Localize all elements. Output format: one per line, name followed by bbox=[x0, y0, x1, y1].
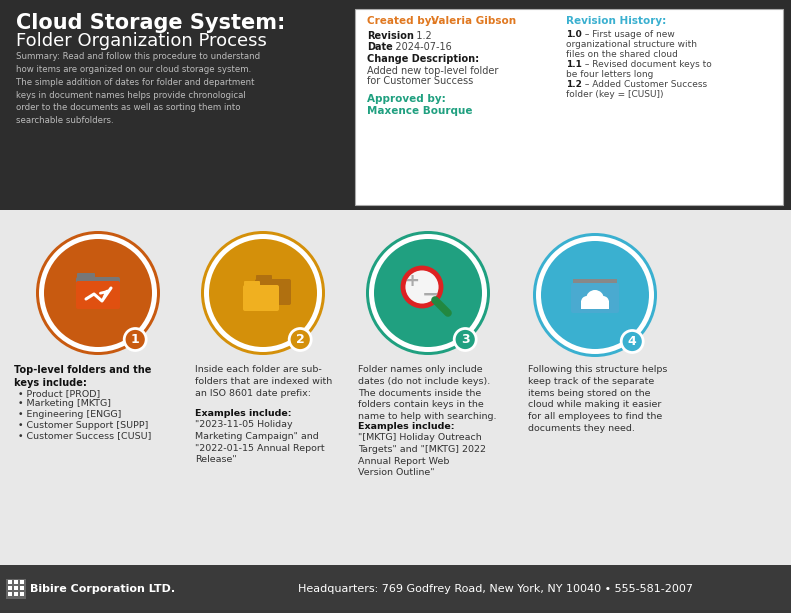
Circle shape bbox=[533, 233, 657, 357]
Text: organizational structure with: organizational structure with bbox=[566, 40, 697, 49]
Circle shape bbox=[209, 239, 317, 347]
FancyBboxPatch shape bbox=[76, 277, 120, 303]
Text: Cloud Storage System:: Cloud Storage System: bbox=[16, 13, 286, 33]
Text: 2: 2 bbox=[296, 333, 305, 346]
Text: • Engineering [ENGG]: • Engineering [ENGG] bbox=[18, 410, 121, 419]
Text: Valeria Gibson: Valeria Gibson bbox=[431, 16, 516, 26]
Circle shape bbox=[536, 236, 654, 354]
Circle shape bbox=[36, 231, 160, 355]
Circle shape bbox=[581, 296, 593, 308]
Circle shape bbox=[124, 329, 146, 351]
Text: – Added Customer Success: – Added Customer Success bbox=[582, 80, 707, 89]
Text: Change Description:: Change Description: bbox=[367, 54, 479, 64]
Text: be four letters long: be four letters long bbox=[566, 70, 653, 79]
FancyBboxPatch shape bbox=[0, 0, 791, 210]
Text: Revision History:: Revision History: bbox=[566, 16, 666, 26]
FancyBboxPatch shape bbox=[571, 283, 619, 313]
Circle shape bbox=[586, 290, 604, 308]
FancyBboxPatch shape bbox=[14, 592, 18, 596]
Text: Bibire Corporation LTD.: Bibire Corporation LTD. bbox=[30, 584, 175, 594]
Text: 1: 1 bbox=[131, 333, 139, 346]
Text: Date: Date bbox=[367, 42, 393, 52]
Circle shape bbox=[201, 231, 325, 355]
Text: • Product [PROD]: • Product [PROD] bbox=[18, 389, 100, 398]
Text: – Revised document keys to: – Revised document keys to bbox=[582, 60, 712, 69]
Text: Maxence Bourque: Maxence Bourque bbox=[367, 106, 472, 116]
Text: Added new top-level folder: Added new top-level folder bbox=[367, 66, 498, 76]
Circle shape bbox=[366, 231, 490, 355]
Text: : 1.2: : 1.2 bbox=[410, 31, 432, 41]
Text: Summary: Read and follow this procedure to understand
how items are organized on: Summary: Read and follow this procedure … bbox=[16, 52, 260, 125]
FancyBboxPatch shape bbox=[8, 592, 12, 596]
Text: Folder names only include
dates (do not include keys).
The documents inside the
: Folder names only include dates (do not … bbox=[358, 365, 497, 421]
Text: for Customer Success: for Customer Success bbox=[367, 76, 473, 86]
Text: 3: 3 bbox=[461, 333, 470, 346]
Text: : 2024-07-16: : 2024-07-16 bbox=[389, 42, 452, 52]
Text: "[MKTG] Holiday Outreach
Targets" and "[MKTG] 2022
Annual Report Web
Version Out: "[MKTG] Holiday Outreach Targets" and "[… bbox=[358, 433, 486, 478]
Text: 1.2: 1.2 bbox=[566, 80, 582, 89]
FancyBboxPatch shape bbox=[581, 301, 609, 309]
FancyBboxPatch shape bbox=[255, 279, 291, 305]
Text: Headquarters: 769 Godfrey Road, New York, NY 10040 • 555-581-2007: Headquarters: 769 Godfrey Road, New York… bbox=[298, 584, 694, 594]
Circle shape bbox=[290, 329, 311, 351]
Text: – First usage of new: – First usage of new bbox=[582, 30, 675, 39]
Text: +: + bbox=[404, 272, 419, 290]
Circle shape bbox=[541, 241, 649, 349]
Circle shape bbox=[369, 234, 487, 352]
Circle shape bbox=[374, 239, 482, 347]
Text: Inside each folder are sub-
folders that are indexed with
an ISO 8601 date prefi: Inside each folder are sub- folders that… bbox=[195, 365, 332, 398]
Text: Revision: Revision bbox=[367, 31, 414, 41]
FancyBboxPatch shape bbox=[243, 285, 279, 311]
FancyBboxPatch shape bbox=[8, 586, 12, 590]
FancyBboxPatch shape bbox=[355, 9, 783, 205]
Text: Examples include:: Examples include: bbox=[358, 422, 455, 431]
Text: 1.1: 1.1 bbox=[566, 60, 582, 69]
Text: Folder Organization Process: Folder Organization Process bbox=[16, 32, 267, 50]
Circle shape bbox=[204, 234, 322, 352]
Text: "2023-11-05 Holiday
Marketing Campaign" and
"2022-01-15 Annual Report
Release": "2023-11-05 Holiday Marketing Campaign" … bbox=[195, 420, 324, 465]
Text: Created by:: Created by: bbox=[367, 16, 439, 26]
FancyBboxPatch shape bbox=[0, 210, 791, 565]
FancyBboxPatch shape bbox=[76, 281, 120, 309]
Circle shape bbox=[44, 239, 152, 347]
Text: 1.0: 1.0 bbox=[566, 30, 581, 39]
FancyBboxPatch shape bbox=[8, 580, 12, 584]
Circle shape bbox=[597, 296, 609, 308]
FancyBboxPatch shape bbox=[20, 580, 24, 584]
Text: • Customer Success [CUSU]: • Customer Success [CUSU] bbox=[18, 431, 151, 440]
FancyBboxPatch shape bbox=[256, 275, 272, 282]
Text: • Marketing [MKTG]: • Marketing [MKTG] bbox=[18, 400, 111, 408]
Text: Approved by:: Approved by: bbox=[367, 94, 446, 104]
Text: −: − bbox=[422, 285, 440, 305]
Text: files on the shared cloud: files on the shared cloud bbox=[566, 50, 678, 59]
Text: Examples include:: Examples include: bbox=[195, 409, 292, 418]
Text: folder (key = [CUSU]): folder (key = [CUSU]) bbox=[566, 90, 664, 99]
FancyBboxPatch shape bbox=[573, 284, 591, 289]
FancyBboxPatch shape bbox=[14, 580, 18, 584]
FancyBboxPatch shape bbox=[6, 579, 26, 599]
FancyBboxPatch shape bbox=[0, 565, 791, 613]
Text: Top-level folders and the
keys include:: Top-level folders and the keys include: bbox=[14, 365, 151, 388]
FancyBboxPatch shape bbox=[20, 586, 24, 590]
Circle shape bbox=[403, 268, 441, 306]
FancyBboxPatch shape bbox=[573, 279, 617, 287]
FancyBboxPatch shape bbox=[244, 281, 260, 288]
Text: Following this structure helps
keep track of the separate
items being stored on : Following this structure helps keep trac… bbox=[528, 365, 668, 433]
FancyBboxPatch shape bbox=[20, 592, 24, 596]
Text: 4: 4 bbox=[628, 335, 637, 348]
Circle shape bbox=[621, 330, 643, 352]
FancyBboxPatch shape bbox=[14, 586, 18, 590]
Text: • Customer Support [SUPP]: • Customer Support [SUPP] bbox=[18, 421, 149, 430]
Circle shape bbox=[39, 234, 157, 352]
Circle shape bbox=[454, 329, 476, 351]
FancyBboxPatch shape bbox=[77, 273, 95, 280]
